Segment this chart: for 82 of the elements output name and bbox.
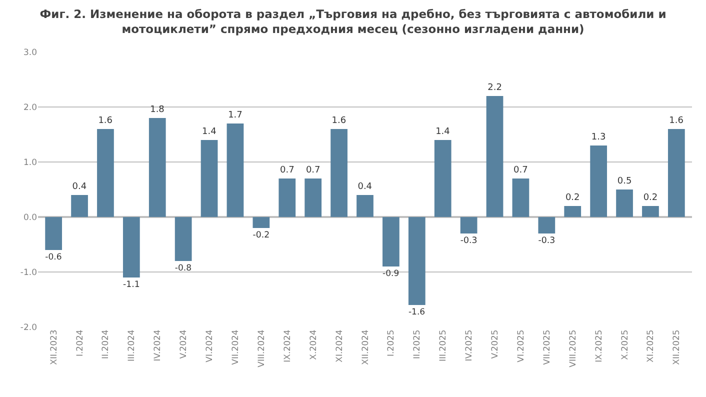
x-tick-label: I.2025 [386,330,397,357]
data-label: 1.4 [436,127,450,137]
bar [616,190,633,217]
x-tick-label: IV.2024 [153,330,164,362]
y-tick-label: 2.0 [23,102,37,113]
x-tick-label: III.2024 [127,330,138,362]
data-label: 0.4 [72,182,87,192]
x-tick-label: XII.2024 [360,330,371,365]
x-tick-label: XII.2023 [49,330,60,365]
bar [382,217,400,266]
bar [71,195,88,217]
y-tick-label: 1.0 [23,158,37,168]
x-tick-label: V.2025 [490,330,501,359]
bar [356,195,374,217]
bar [97,129,114,217]
bar [330,129,348,217]
data-label: 0.2 [565,193,580,203]
data-label: -1.1 [123,280,140,290]
data-label: 1.7 [228,110,242,120]
data-label: 0.7 [306,166,320,176]
bar [434,140,452,217]
x-tick-label: XII.2025 [672,330,682,365]
x-tick-label: XI.2025 [646,330,656,362]
x-tick-label: VII.2025 [542,330,552,365]
y-tick-label: -1.0 [20,268,37,278]
chart-title: Фиг. 2. Изменение на оборота в раздел „Търговия на дребно, без търговията с автомобили и мотоциклети” спрямо предходния месец (сезонно изгладени данни) [40,6,666,36]
bar [174,217,192,261]
data-label: 0.7 [280,166,294,176]
y-tick-label: 0.0 [23,212,37,223]
data-label: -1.6 [408,308,426,318]
bar [486,96,504,217]
bar [564,206,582,217]
x-tick-label: II.2025 [412,330,423,360]
bar [252,217,270,228]
bar [45,217,62,250]
x-tick-label: IX.2025 [594,330,604,362]
bar [460,217,478,234]
x-tick-label: VII.2024 [231,330,242,365]
bar [642,206,659,217]
data-label: 1.3 [591,132,606,142]
data-label: 0.7 [514,166,528,176]
data-label: 0.2 [643,193,658,203]
bar [408,217,426,305]
x-tick-label: I.2024 [75,330,86,357]
bar [538,217,556,234]
x-tick-label: XI.2024 [334,330,345,362]
x-tick-label: IV.2025 [464,330,475,362]
data-label: 1.6 [332,116,346,126]
x-tick-label: X.2024 [308,330,319,360]
data-label: -0.8 [174,264,192,274]
data-label: -0.3 [460,236,478,246]
x-tick-label: III.2025 [438,330,449,362]
x-tick-label: IX.2024 [282,330,293,362]
data-label: 2.2 [488,83,502,93]
data-label: -0.3 [538,236,556,246]
bar [226,124,244,217]
data-label: -0.2 [252,230,270,241]
bar [590,146,608,217]
bar [278,178,296,217]
bar [122,217,140,278]
data-label: 1.8 [150,105,165,115]
bar [148,118,166,217]
data-label: -0.6 [45,252,62,263]
bar [304,178,322,217]
data-label: -0.9 [382,269,400,280]
bar [200,140,218,217]
data-label: 0.4 [358,182,372,192]
x-tick-label: VI.2024 [205,330,216,362]
data-label: 1.4 [202,127,217,137]
x-tick-label: X.2025 [620,330,630,360]
x-tick-label: V.2024 [179,330,190,359]
y-tick-label: 3.0 [23,48,37,58]
data-label: 0.5 [617,176,632,186]
x-tick-label: VIII.2025 [568,330,578,368]
bar [512,178,530,217]
x-tick-label: II.2024 [101,330,112,360]
data-label: 1.6 [669,116,684,126]
bar [668,129,685,217]
data-label: 1.6 [98,116,113,126]
x-tick-label: VI.2025 [516,330,526,362]
x-tick-label: VIII.2024 [256,330,267,368]
y-tick-label: -2.0 [20,322,37,333]
